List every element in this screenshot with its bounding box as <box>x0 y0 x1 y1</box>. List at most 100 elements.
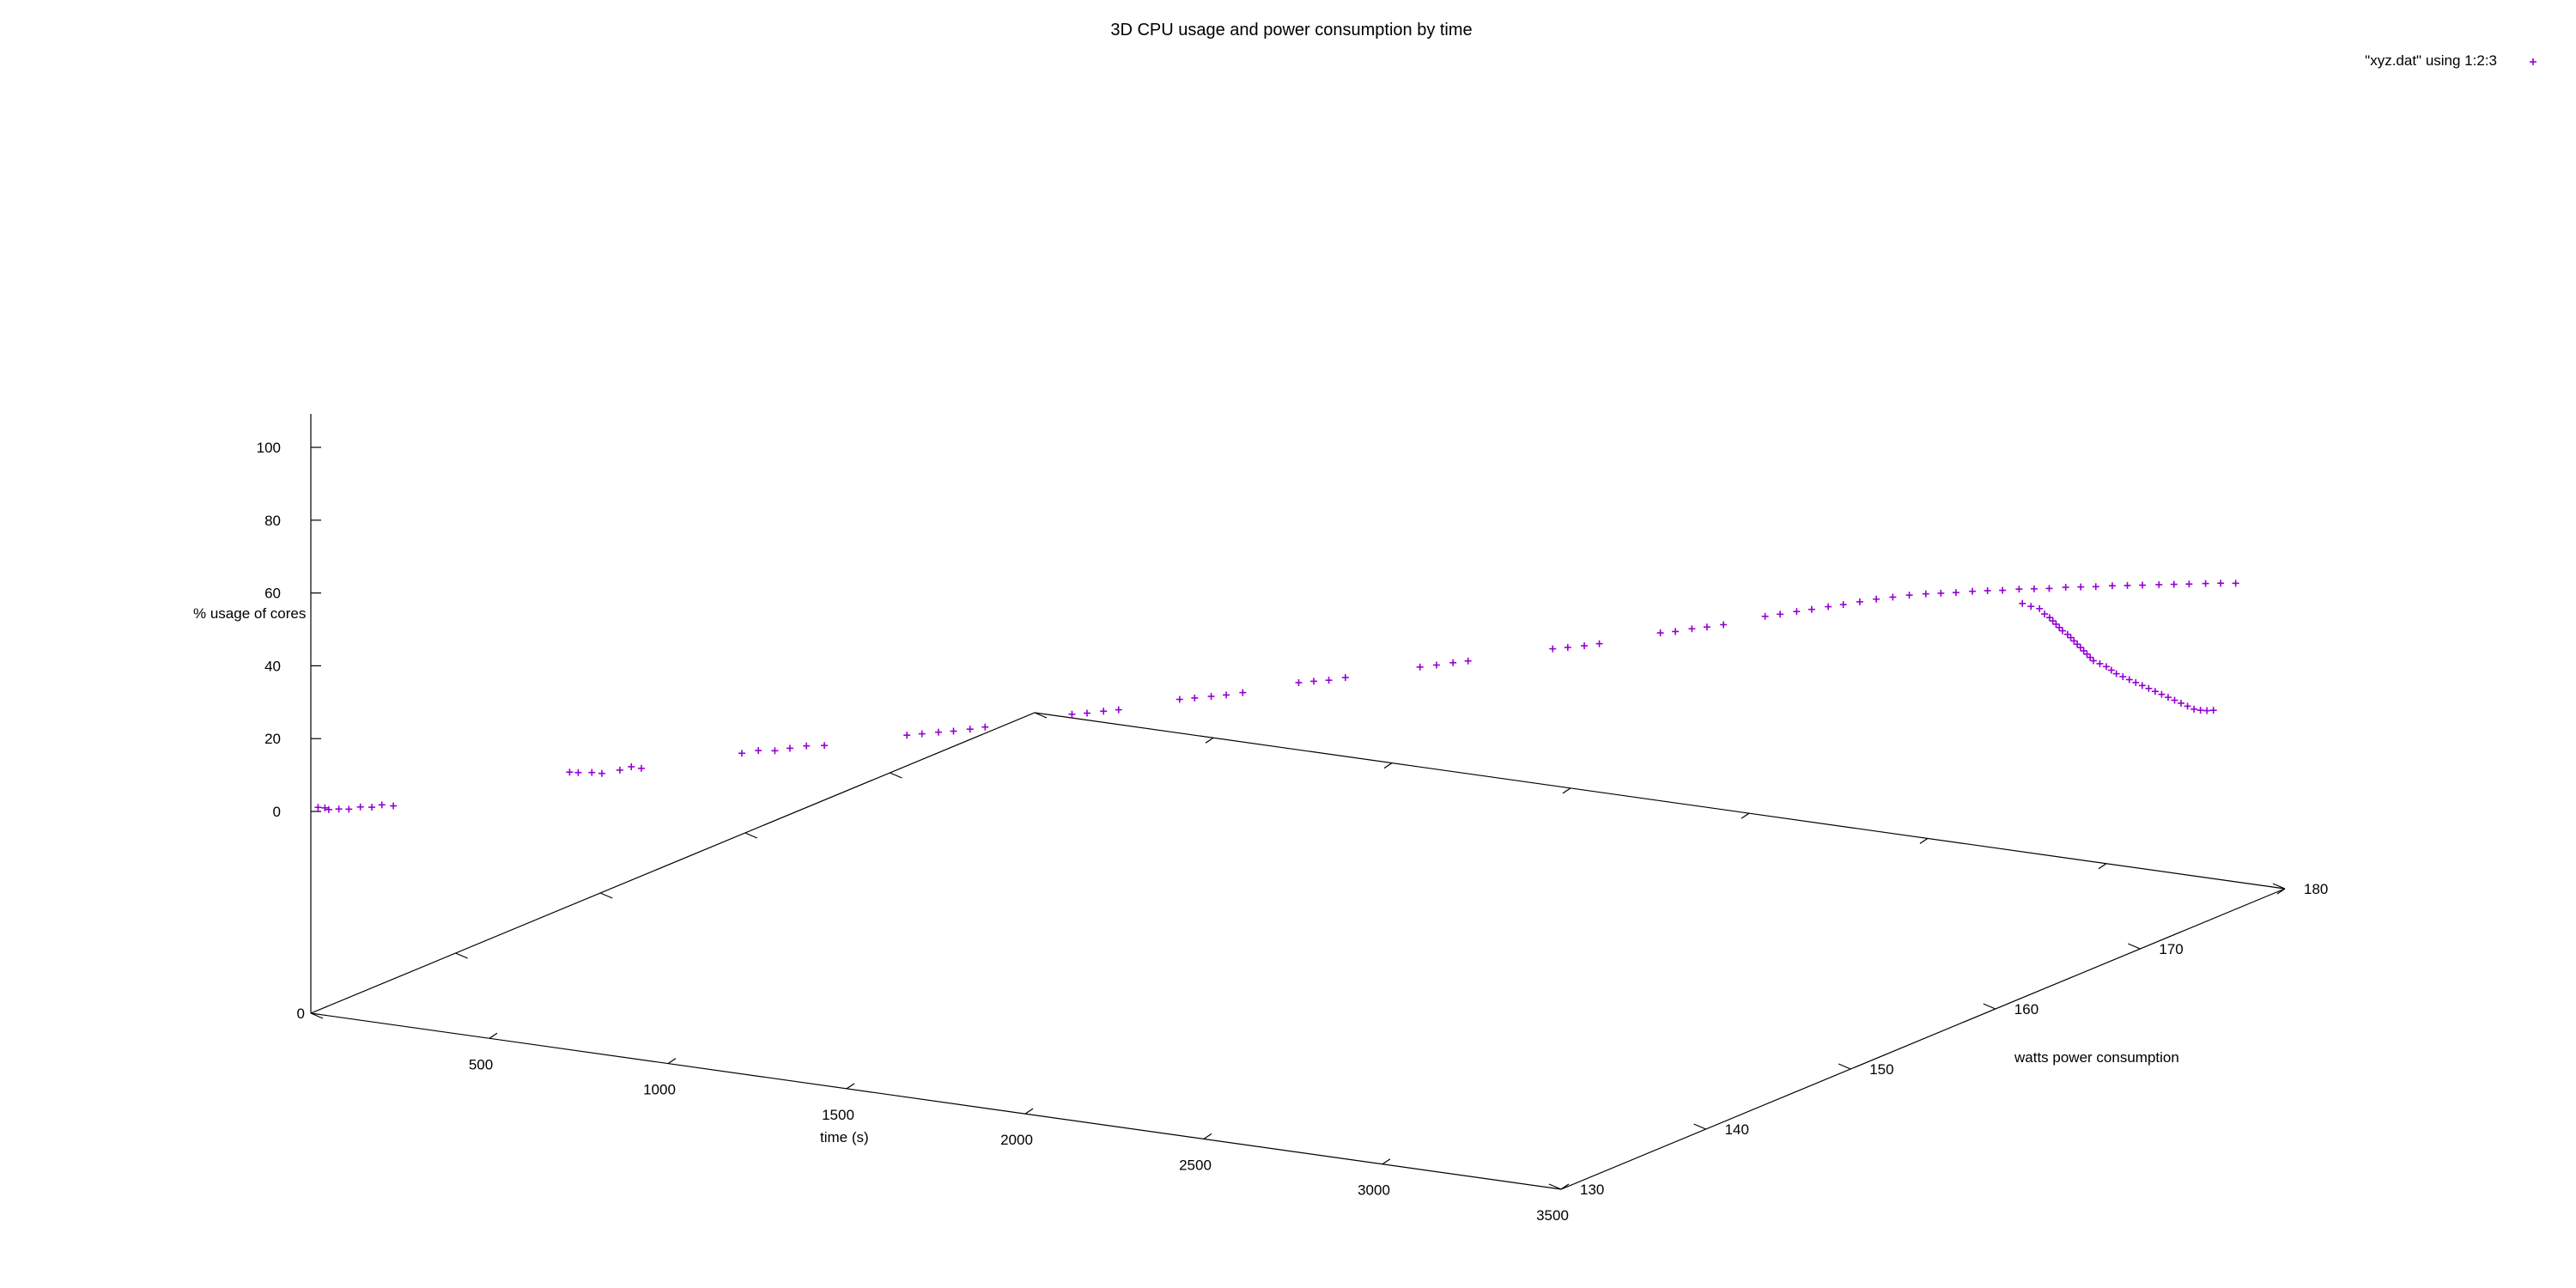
axes: 0 0 20 40 60 80 100 500 1000 1500 2000 2500 3000 3500… <box>257 414 2328 1224</box>
data-point <box>1325 677 1333 684</box>
x-tick-label: 500 <box>469 1056 493 1072</box>
y-tick-label: 180 <box>2304 881 2328 897</box>
data-point <box>2103 663 2111 671</box>
data-point <box>2096 659 2104 667</box>
x-tick-label: 2000 <box>1000 1132 1033 1148</box>
y-tick <box>1838 1063 1851 1070</box>
data-point <box>2015 586 2023 593</box>
data-point <box>1100 708 1108 715</box>
y-tick <box>1983 1003 1996 1010</box>
x-tick <box>846 1083 855 1090</box>
data-point <box>1825 603 1832 611</box>
data-point <box>1239 689 1247 696</box>
data-point <box>803 742 811 750</box>
data-point <box>345 805 353 813</box>
data-point <box>1873 595 1880 603</box>
data-point <box>2087 653 2094 661</box>
data-point <box>2049 617 2057 625</box>
y-tick-label: 130 <box>1580 1182 1604 1198</box>
data-point <box>1703 623 1710 631</box>
data-point <box>2202 580 2209 587</box>
data-point <box>1310 677 1318 685</box>
data-point <box>2080 647 2087 654</box>
data-point <box>2132 678 2140 686</box>
data-point <box>2190 705 2198 713</box>
data-point <box>2070 637 2078 645</box>
data-point <box>566 769 574 776</box>
data-point <box>771 747 779 755</box>
y-tick <box>1693 1123 1706 1130</box>
x-tick <box>1382 1158 1391 1165</box>
data-point <box>2092 583 2099 591</box>
data-point <box>2209 707 2217 714</box>
data-point <box>2041 611 2049 618</box>
data-point <box>2076 644 2084 652</box>
z-tick-label: 40 <box>264 658 281 674</box>
data-point <box>2158 690 2166 698</box>
data-point <box>1449 659 1457 666</box>
floor-front-edges <box>310 888 2286 1190</box>
data-point <box>1191 694 1199 702</box>
data-point <box>1341 674 1349 682</box>
legend-label: "xyz.dat" using 1:2:3 <box>2365 52 2497 69</box>
data-point <box>1416 663 1424 671</box>
data-point <box>2083 650 2091 658</box>
data-point <box>1952 589 1959 597</box>
x-back-tick <box>2098 863 2107 870</box>
data-point <box>335 805 343 813</box>
data-point <box>2074 641 2081 648</box>
y-left-tick <box>310 1012 324 1019</box>
data-point <box>1581 642 1589 650</box>
data-point <box>2089 657 2097 665</box>
data-point <box>2112 670 2120 677</box>
data-point <box>1083 709 1091 717</box>
z-base-tick-label: 0 <box>297 1005 305 1022</box>
data-point <box>2062 583 2069 591</box>
data-point <box>2077 583 2085 591</box>
y-left-tick <box>455 952 468 959</box>
data-point <box>1922 590 1929 598</box>
x-tick-label: 3500 <box>1536 1207 1569 1224</box>
data-point <box>378 801 386 809</box>
data-point <box>1720 621 1728 629</box>
data-point <box>2145 684 2153 692</box>
z-tick-label: 80 <box>264 513 281 529</box>
data-point <box>1115 706 1122 714</box>
data-point <box>2119 673 2127 681</box>
z-tick-label: 20 <box>264 731 281 747</box>
data-point <box>2125 676 2133 683</box>
data-point <box>1068 710 1076 718</box>
data-point <box>1656 629 1664 637</box>
data-point <box>738 750 745 757</box>
data-point <box>2217 580 2225 587</box>
data-point <box>637 764 645 772</box>
data-point <box>2019 599 2026 607</box>
data-point <box>1207 692 1215 700</box>
data-point <box>1688 625 1696 633</box>
data-point <box>2151 688 2159 696</box>
data-point <box>588 769 596 776</box>
data-point <box>2139 581 2147 589</box>
y-tick-label: 160 <box>2014 1001 2038 1018</box>
data-point <box>2030 585 2038 592</box>
data-point <box>950 727 957 735</box>
x-tick <box>1203 1133 1212 1139</box>
y-left-tick <box>744 832 758 839</box>
data-point <box>1856 598 1863 605</box>
chart-title: 3D CPU usage and power consumption by ti… <box>1110 21 1472 39</box>
data-point <box>2058 627 2066 635</box>
data-point <box>1793 608 1801 616</box>
legend: "xyz.dat" using 1:2:3 <box>2365 52 2537 69</box>
data-point <box>2185 580 2193 588</box>
x-tick <box>667 1058 677 1065</box>
data-point <box>2109 582 2116 590</box>
data-point <box>2045 614 2053 622</box>
data-point <box>2232 580 2239 587</box>
data-point <box>2196 707 2204 714</box>
data-point <box>2178 699 2185 707</box>
data-point <box>1432 661 1440 669</box>
data-point <box>321 804 329 811</box>
x-tick-label: 1500 <box>822 1107 854 1123</box>
x-back-tick <box>2276 888 2286 895</box>
